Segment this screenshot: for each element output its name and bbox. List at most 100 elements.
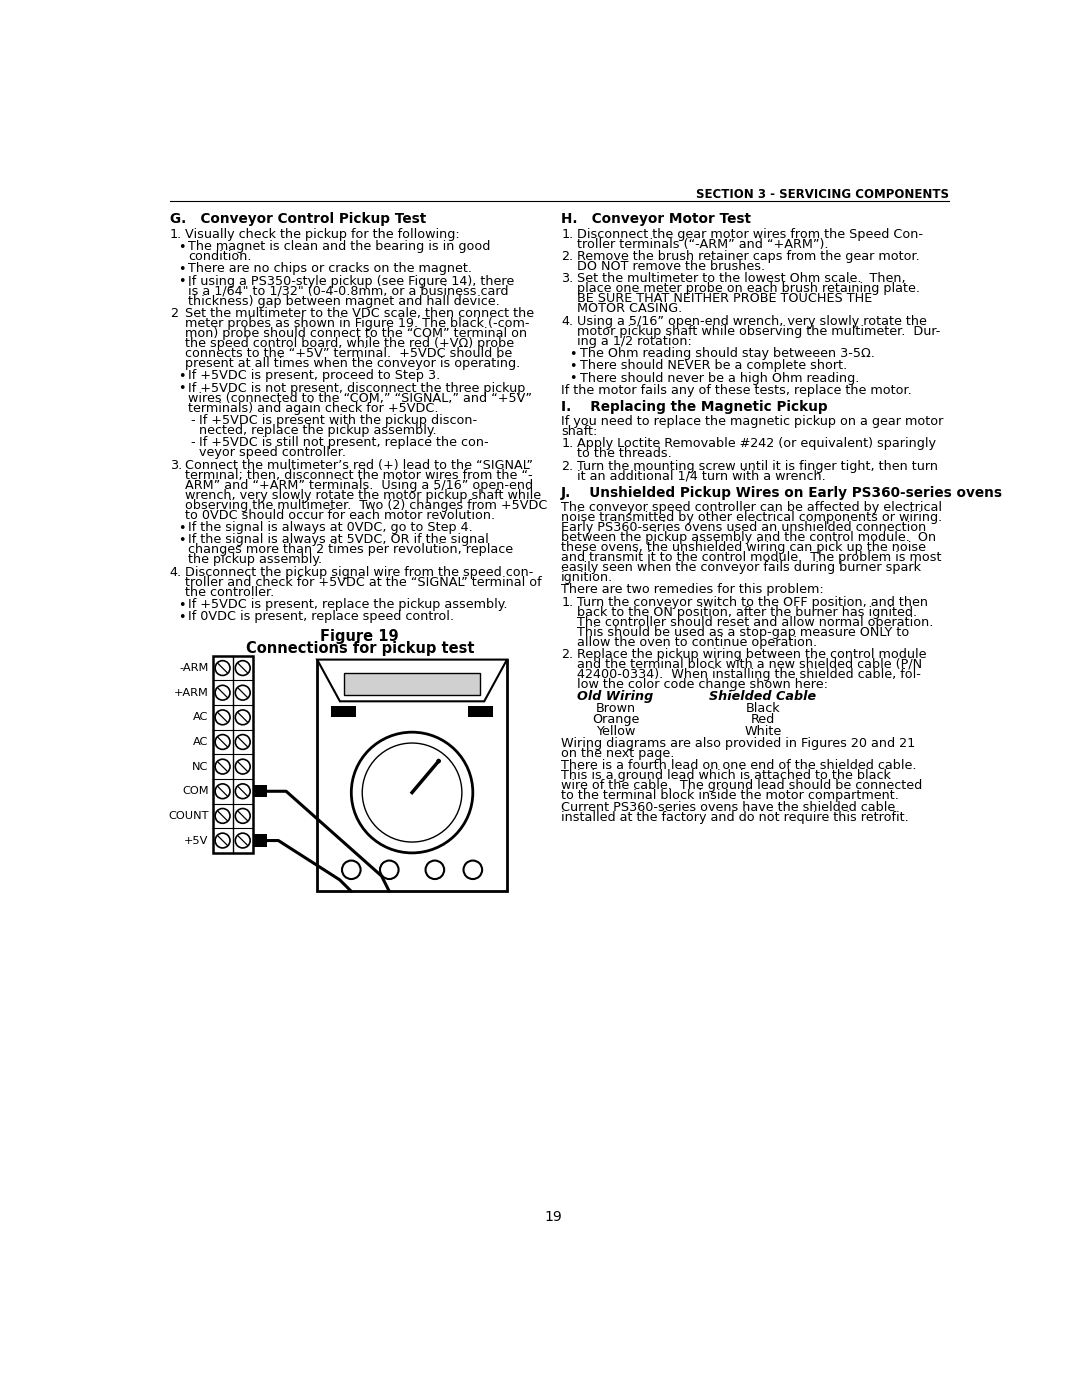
Text: 2: 2 — [170, 307, 178, 320]
Text: J.    Unshielded Pickup Wires on Early PS360-series ovens: J. Unshielded Pickup Wires on Early PS36… — [562, 486, 1003, 500]
Text: Apply Loctite Removable #242 (or equivalent) sparingly: Apply Loctite Removable #242 (or equival… — [577, 437, 935, 450]
Circle shape — [215, 833, 230, 848]
Text: DO NOT remove the brushes.: DO NOT remove the brushes. — [577, 260, 765, 272]
Text: veyor speed controller.: veyor speed controller. — [200, 446, 347, 460]
Text: 4.: 4. — [562, 314, 573, 327]
Text: place one meter probe on each brush retaining plate.: place one meter probe on each brush reta… — [577, 282, 920, 295]
Circle shape — [215, 735, 230, 749]
Text: 1.: 1. — [562, 437, 573, 450]
Circle shape — [235, 784, 251, 799]
Text: •: • — [177, 383, 185, 395]
Text: Turn the conveyor switch to the OFF position, and then: Turn the conveyor switch to the OFF posi… — [577, 595, 928, 609]
Text: •: • — [177, 275, 185, 288]
Text: If the signal is always at 0VDC, go to Step 4.: If the signal is always at 0VDC, go to S… — [189, 521, 473, 534]
Text: If 0VDC is present, replace speed control.: If 0VDC is present, replace speed contro… — [189, 610, 455, 623]
Text: 1.: 1. — [562, 595, 573, 609]
Text: the speed control board, while the red (+VΩ) probe: the speed control board, while the red (… — [186, 337, 514, 349]
Text: 2.: 2. — [562, 250, 573, 263]
Text: +ARM: +ARM — [174, 687, 208, 697]
Text: Yellow: Yellow — [596, 725, 635, 738]
Text: -ARM: -ARM — [179, 664, 208, 673]
Circle shape — [215, 710, 230, 725]
Text: on the next page.: on the next page. — [562, 746, 675, 760]
Text: the controller.: the controller. — [186, 585, 274, 598]
Text: low the color code change shown here:: low the color code change shown here: — [577, 678, 827, 692]
Text: I.    Replacing the Magnetic Pickup: I. Replacing the Magnetic Pickup — [562, 400, 828, 414]
Text: COM: COM — [183, 787, 208, 796]
Bar — [253, 834, 267, 847]
Circle shape — [215, 661, 230, 676]
Text: Set the multimeter to the lowest Ohm scale.  Then,: Set the multimeter to the lowest Ohm sca… — [577, 272, 905, 285]
Text: 3.: 3. — [170, 458, 183, 472]
Text: troller and check for +5VDC at the “SIGNAL” terminal of: troller and check for +5VDC at the “SIGN… — [186, 576, 542, 588]
Bar — [345, 673, 480, 696]
Text: connects to the “+5V” terminal.  +5VDC should be: connects to the “+5V” terminal. +5VDC sh… — [186, 346, 513, 360]
Text: Shielded Cable: Shielded Cable — [710, 690, 816, 703]
Text: There are two remedies for this problem:: There are two remedies for this problem: — [562, 584, 824, 597]
Circle shape — [436, 759, 441, 763]
Circle shape — [342, 861, 361, 879]
Text: -: - — [190, 436, 194, 450]
Text: +5V: +5V — [185, 835, 208, 845]
Bar — [253, 785, 267, 798]
Text: •: • — [569, 373, 577, 386]
Text: shaft:: shaft: — [562, 425, 597, 439]
Text: There should NEVER be a complete short.: There should NEVER be a complete short. — [580, 359, 847, 372]
Text: to the terminal block inside the motor compartment.: to the terminal block inside the motor c… — [562, 789, 900, 802]
Text: easily seen when the conveyor fails during burner spark: easily seen when the conveyor fails duri… — [562, 562, 921, 574]
Text: If the signal is always at 5VDC, OR if the signal: If the signal is always at 5VDC, OR if t… — [189, 534, 489, 546]
Text: H.   Conveyor Motor Test: H. Conveyor Motor Test — [562, 211, 752, 225]
Bar — [332, 705, 356, 717]
Text: There are no chips or cracks on the magnet.: There are no chips or cracks on the magn… — [189, 263, 472, 275]
Circle shape — [235, 833, 251, 848]
Text: meter probes as shown in Figure 19. The black (-com-: meter probes as shown in Figure 19. The … — [186, 317, 530, 330]
Text: •: • — [569, 348, 577, 360]
Text: Remove the brush retainer caps from the gear motor.: Remove the brush retainer caps from the … — [577, 250, 919, 263]
Circle shape — [215, 784, 230, 799]
Text: and the terminal block with a new shielded cable (P/N: and the terminal block with a new shield… — [577, 658, 922, 671]
Circle shape — [351, 732, 473, 854]
Polygon shape — [318, 659, 507, 701]
Text: Disconnect the gear motor wires from the Speed Con-: Disconnect the gear motor wires from the… — [577, 228, 922, 240]
Text: terminal; then, disconnect the motor wires from the “-: terminal; then, disconnect the motor wir… — [186, 468, 534, 482]
Circle shape — [235, 661, 251, 676]
Text: it an additional 1/4 turn with a wrench.: it an additional 1/4 turn with a wrench. — [577, 469, 825, 483]
Text: the pickup assembly.: the pickup assembly. — [189, 553, 323, 566]
Text: If you need to replace the magnetic pickup on a gear motor: If you need to replace the magnetic pick… — [562, 415, 944, 427]
Text: Disconnect the pickup signal wire from the speed con-: Disconnect the pickup signal wire from t… — [186, 566, 534, 578]
Text: SECTION 3 - SERVICING COMPONENTS: SECTION 3 - SERVICING COMPONENTS — [696, 189, 948, 201]
Text: 3.: 3. — [562, 272, 573, 285]
Text: present at all times when the conveyor is operating.: present at all times when the conveyor i… — [186, 356, 521, 370]
Text: If +5VDC is not present, disconnect the three pickup: If +5VDC is not present, disconnect the … — [189, 381, 526, 394]
Text: motor pickup shaft while observing the multimeter.  Dur-: motor pickup shaft while observing the m… — [577, 324, 940, 338]
Text: •: • — [569, 360, 577, 373]
Circle shape — [235, 686, 251, 700]
Text: •: • — [177, 240, 185, 254]
Text: is a 1/64" to 1/32" (0-4-0.8mm, or a business card: is a 1/64" to 1/32" (0-4-0.8mm, or a bus… — [189, 285, 509, 298]
Circle shape — [215, 759, 230, 774]
Text: This is a ground lead which is attached to the black: This is a ground lead which is attached … — [562, 768, 891, 782]
Text: 42400-0334).  When installing the shielded cable, fol-: 42400-0334). When installing the shielde… — [577, 668, 920, 680]
Text: Black: Black — [745, 701, 780, 715]
Text: The conveyor speed controller can be affected by electrical: The conveyor speed controller can be aff… — [562, 502, 942, 514]
Text: mon) probe should connect to the “COM” terminal on: mon) probe should connect to the “COM” t… — [186, 327, 527, 339]
Text: The controller should reset and allow normal operation.: The controller should reset and allow no… — [577, 616, 933, 629]
Bar — [318, 659, 507, 891]
Text: Connections for pickup test: Connections for pickup test — [245, 641, 474, 655]
Text: Old Wiring: Old Wiring — [578, 690, 653, 703]
Bar — [213, 655, 253, 852]
Text: wires (connected to the “COM,” “SIGNAL,” and “+5V”: wires (connected to the “COM,” “SIGNAL,”… — [189, 391, 532, 405]
Text: between the pickup assembly and the control module.  On: between the pickup assembly and the cont… — [562, 531, 936, 543]
Text: Visually check the pickup for the following:: Visually check the pickup for the follow… — [186, 228, 460, 240]
Text: allow the oven to continue operation.: allow the oven to continue operation. — [577, 636, 816, 648]
Text: ignition.: ignition. — [562, 571, 613, 584]
Text: If +5VDC is present, proceed to Step 3.: If +5VDC is present, proceed to Step 3. — [189, 369, 441, 383]
Text: back to the ON position, after the burner has ignited.: back to the ON position, after the burne… — [577, 606, 917, 619]
Circle shape — [215, 809, 230, 823]
Text: If +5VDC is still not present, replace the con-: If +5VDC is still not present, replace t… — [200, 436, 489, 450]
Text: •: • — [177, 263, 185, 277]
Text: -: - — [190, 414, 194, 427]
Text: There should never be a high Ohm reading.: There should never be a high Ohm reading… — [580, 372, 860, 384]
Text: wire of the cable.  The ground lead should be connected: wire of the cable. The ground lead shoul… — [562, 780, 922, 792]
Text: condition.: condition. — [189, 250, 252, 263]
